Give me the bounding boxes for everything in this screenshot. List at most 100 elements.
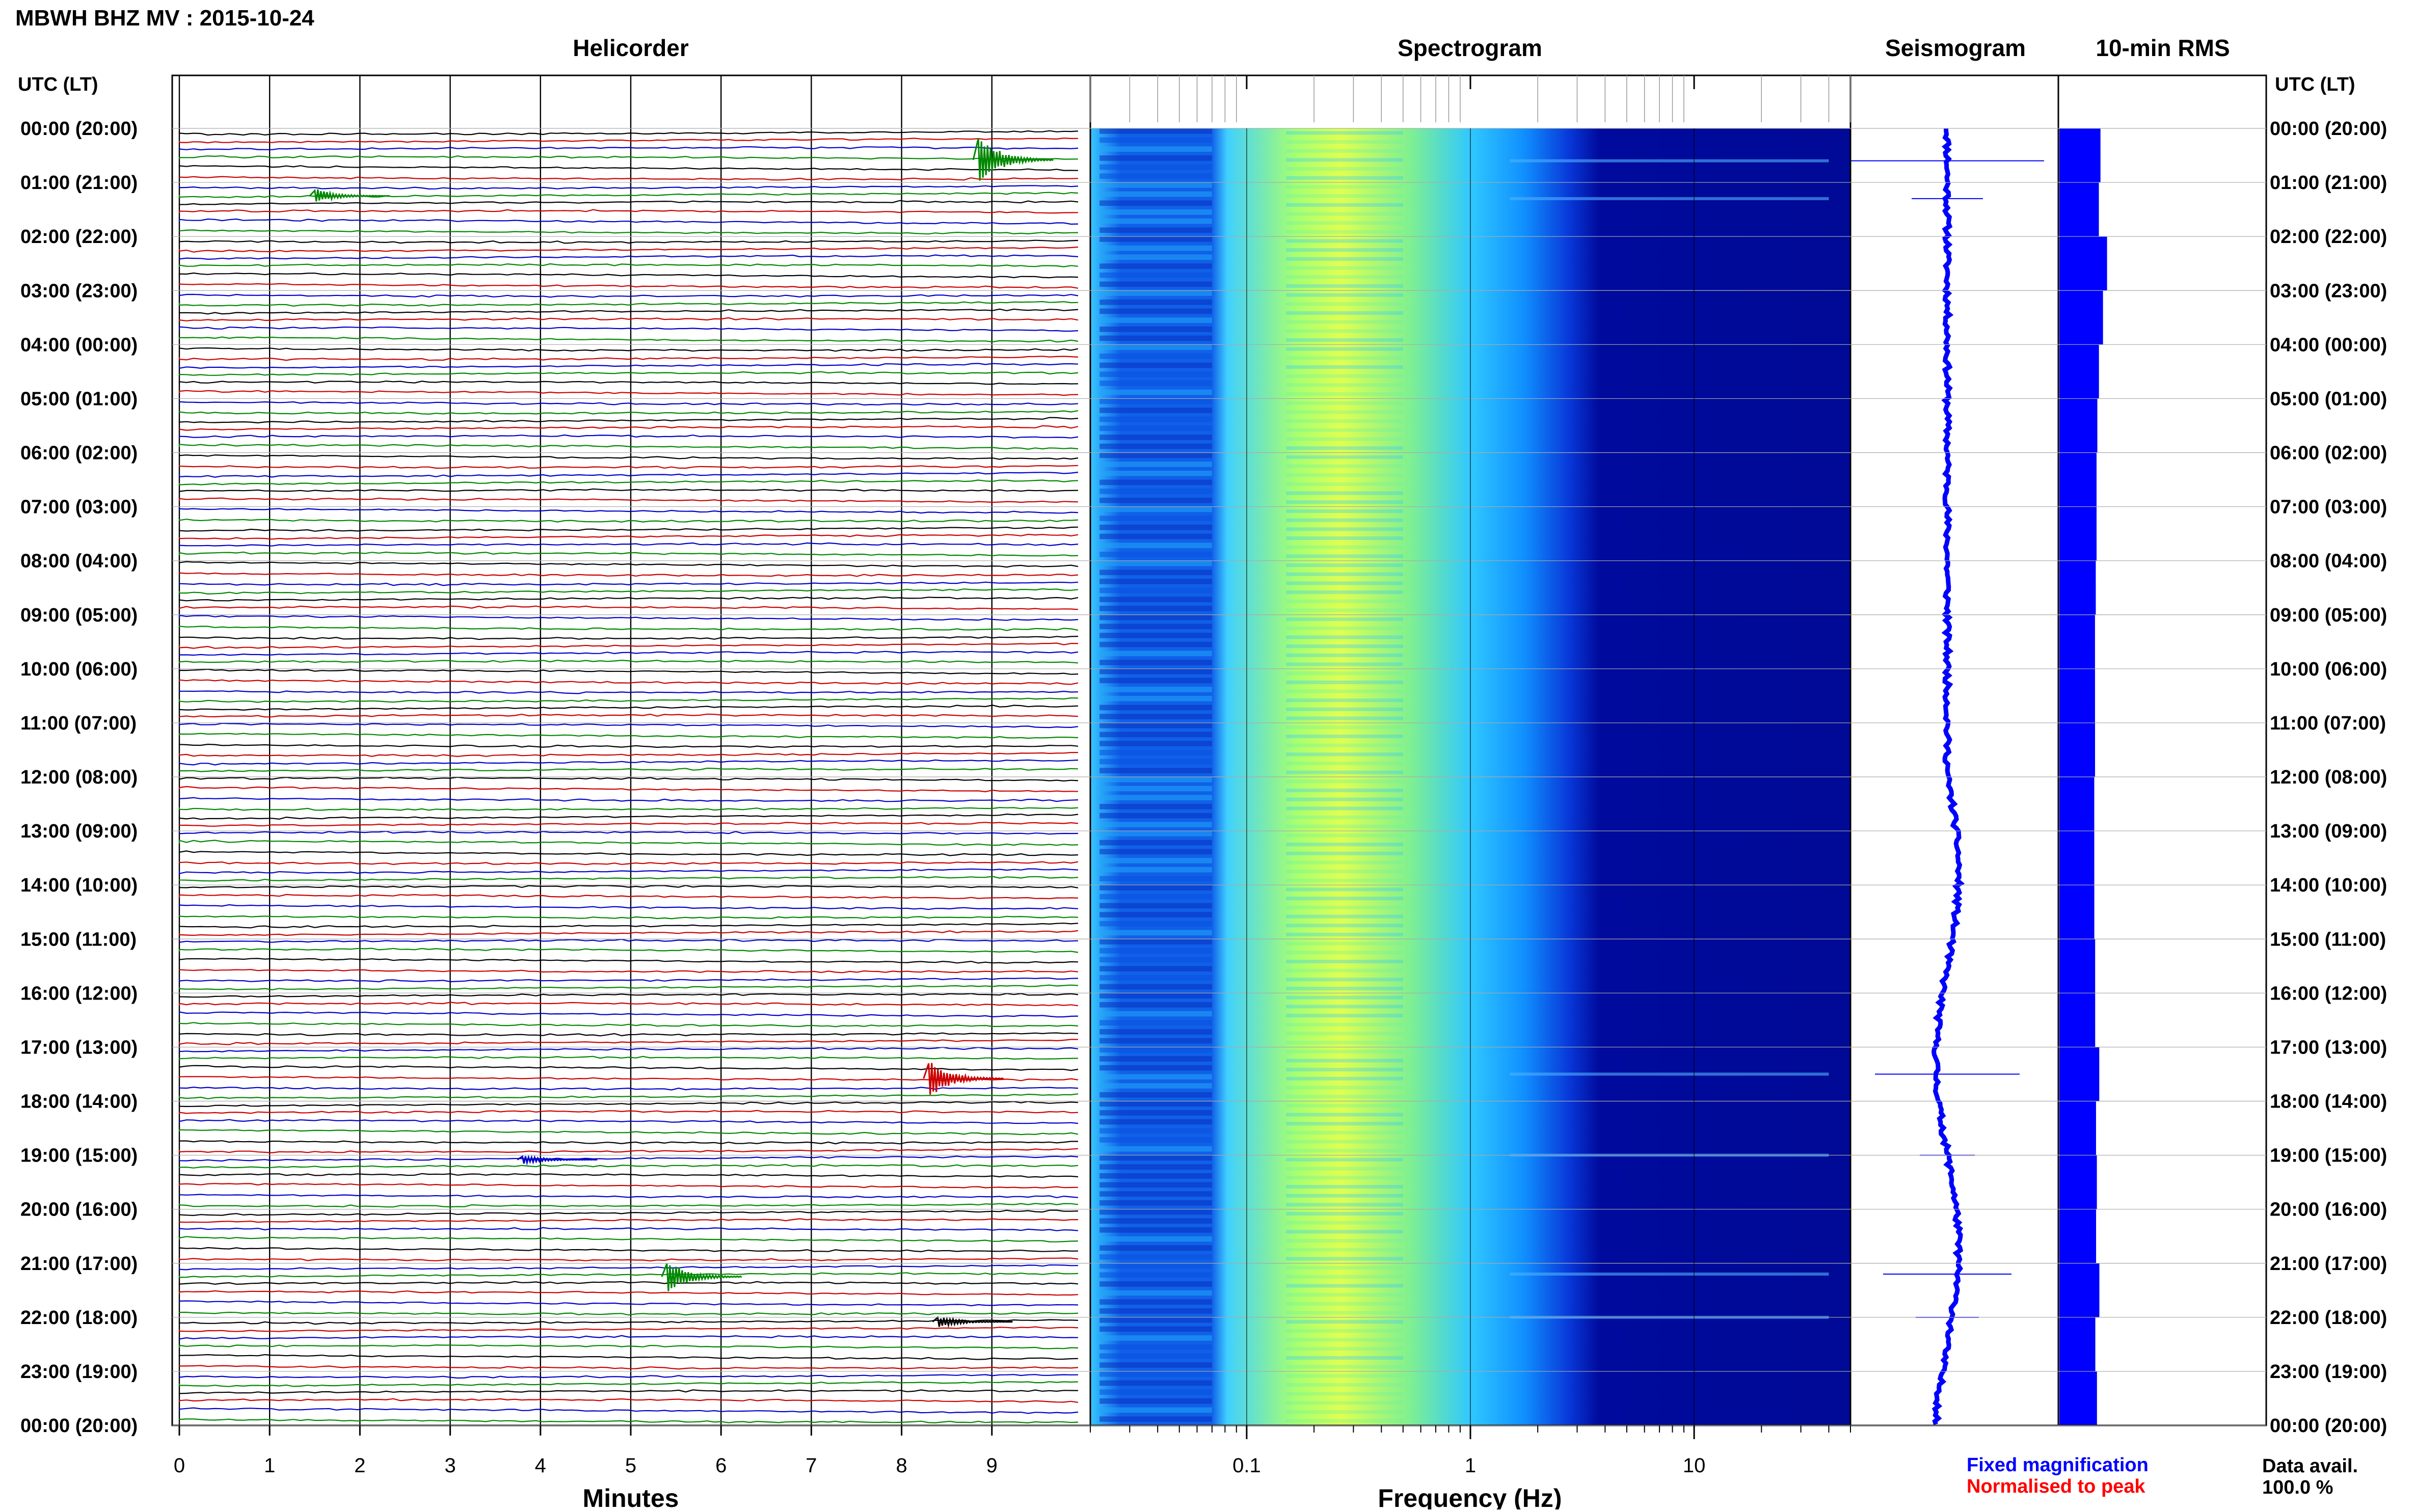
time-label-left: 22:00 (18:00) <box>20 1307 138 1329</box>
spectrogram-row <box>1286 1211 1403 1216</box>
spectrogram-row <box>1099 164 1212 170</box>
helicorder-trace <box>178 390 1079 396</box>
rms-bar <box>2059 1002 2096 1012</box>
rms-bar <box>2059 1308 2100 1318</box>
rms-bar <box>2059 227 2099 237</box>
rms-bar <box>2059 164 2101 174</box>
spectrogram-row <box>1099 173 1212 179</box>
spectrogram-row <box>1286 1338 1403 1342</box>
spectrogram-row <box>1099 587 1212 593</box>
spectrogram-row <box>1099 254 1212 260</box>
spectrogram-row <box>1286 995 1403 1000</box>
spectrogram-row <box>1286 851 1403 855</box>
helicorder-trace <box>178 806 1079 811</box>
spectrogram-row <box>1286 329 1403 333</box>
rms-bar <box>2059 966 2096 976</box>
rms-bar <box>2059 795 2095 804</box>
helicorder-trace <box>178 581 1079 586</box>
rms-bar <box>2059 479 2097 489</box>
spectrogram-row <box>1099 948 1212 954</box>
utc-label-left: UTC (LT) <box>18 74 98 95</box>
rms-bar <box>2059 695 2095 706</box>
spectrogram-row <box>1099 1380 1212 1386</box>
time-label-left: 17:00 (13:00) <box>20 1037 138 1058</box>
spectrogram-row <box>1099 1011 1212 1017</box>
spectrogram-row <box>1099 722 1212 728</box>
data-avail-label: Data avail. <box>2262 1455 2358 1477</box>
rms-bar <box>2059 209 2099 219</box>
rms-bar <box>2059 236 2107 246</box>
spectrogram-row <box>1099 344 1212 350</box>
spectrogram-row <box>1286 662 1403 666</box>
time-label-left: 05:00 (01:00) <box>20 388 138 410</box>
rms-bar <box>2059 993 2096 1003</box>
rms-bar <box>2059 732 2096 741</box>
helicorder-trace <box>178 155 1079 160</box>
spectrogram-row <box>1099 299 1212 305</box>
helicorder-trace <box>178 130 1079 136</box>
spectrogram-row <box>1286 1230 1403 1234</box>
rms-bar <box>2059 660 2095 669</box>
rms-bar <box>2059 416 2098 426</box>
rms-bar <box>2059 1299 2100 1309</box>
helicorder-trace <box>178 326 1079 332</box>
spectrogram-row <box>1099 326 1212 332</box>
rms-bar <box>2059 354 2099 363</box>
spectrogram-event-streak <box>1510 1272 1829 1276</box>
time-label-right: 09:00 (05:00) <box>2270 605 2387 626</box>
helicorder-trace <box>178 904 1079 910</box>
helicorder-trace <box>178 1319 1079 1325</box>
spectrogram-row <box>1099 1164 1212 1170</box>
spectrogram-row <box>1099 506 1212 512</box>
helicorder-trace <box>178 425 1079 431</box>
rms-bar <box>2059 245 2107 255</box>
spectrogram-row <box>1286 1130 1403 1135</box>
time-label-left: 18:00 (14:00) <box>20 1091 138 1113</box>
helicorder-trace <box>178 533 1079 540</box>
spectrogram-row <box>1099 668 1212 674</box>
spectrogram-row <box>1286 1113 1403 1117</box>
spectrogram-row <box>1286 1392 1403 1396</box>
spectrogram-row <box>1099 398 1212 404</box>
spectrogram-row <box>1099 354 1212 359</box>
spectrogram-row <box>1099 957 1212 963</box>
rms-panel <box>2059 128 2107 1426</box>
helicorder-trace <box>178 1100 1079 1108</box>
spectrogram-row <box>1286 1401 1403 1405</box>
spectrogram-row <box>1286 1203 1403 1207</box>
spectrogram-row <box>1099 1236 1212 1242</box>
helicorder-trace <box>178 551 1079 557</box>
time-label-right: 16:00 (12:00) <box>2270 983 2387 1004</box>
helicorder-trace <box>178 1398 1079 1403</box>
spectrogram-row <box>1099 795 1212 800</box>
spectrogram-row <box>1286 1383 1403 1387</box>
spectrogram-row <box>1099 1254 1212 1260</box>
spectrogram-row <box>1286 482 1403 486</box>
spectrogram-row <box>1286 239 1403 243</box>
spectrogram-row <box>1099 813 1212 819</box>
spectrogram-row <box>1286 870 1403 874</box>
rms-bar <box>2059 1164 2097 1174</box>
spectrogram-row <box>1099 1245 1212 1251</box>
rms-bar <box>2059 308 2103 318</box>
spectrogram-row <box>1286 878 1403 882</box>
spectrogram-row <box>1099 831 1212 836</box>
spectrogram-row <box>1099 1056 1212 1062</box>
spectrogram-row <box>1099 1371 1212 1377</box>
spectrogram-row <box>1286 978 1403 982</box>
helicorder-trace <box>178 1381 1079 1387</box>
helicorder-trace <box>178 1129 1079 1136</box>
helicorder-trace <box>178 317 1079 321</box>
rms-bar <box>2059 687 2095 696</box>
spectrogram-row <box>1099 1326 1212 1332</box>
spectrogram-row <box>1099 984 1212 990</box>
rms-bar <box>2059 957 2096 966</box>
spectrogram-row <box>1286 554 1403 558</box>
helicorder-trace <box>178 690 1079 694</box>
spectrogram-row <box>1099 822 1212 828</box>
helicorder-trace <box>178 508 1079 514</box>
rms-bar <box>2059 831 2095 841</box>
helicorder-trace <box>178 192 1079 199</box>
helicorder-trace <box>178 1344 1079 1349</box>
